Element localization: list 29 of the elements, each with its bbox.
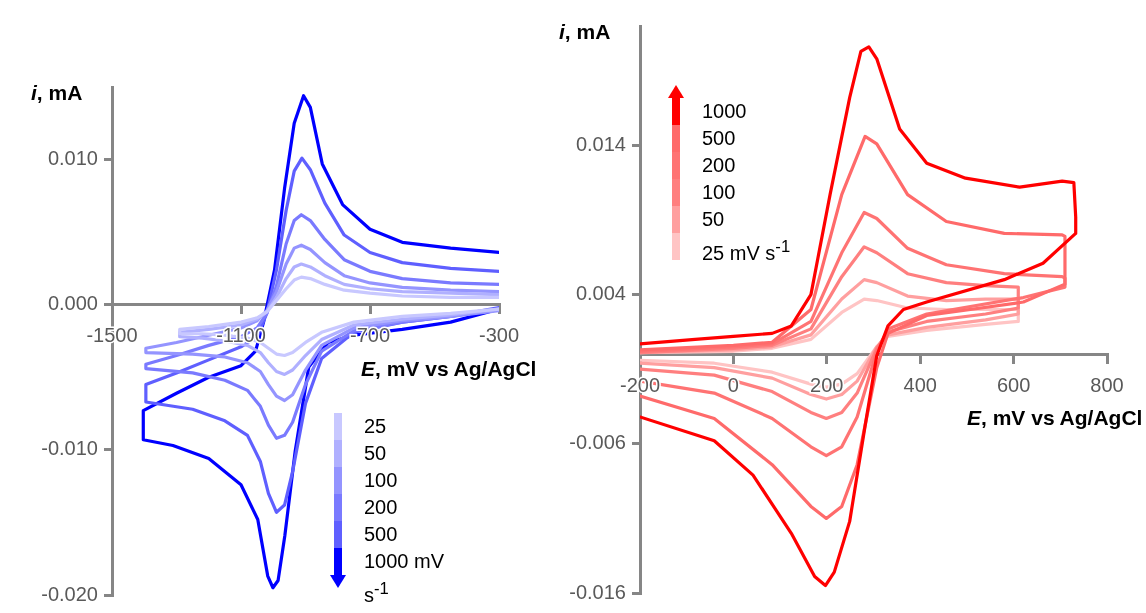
y-tick-label: -0.006: [569, 431, 626, 454]
legend-label: 50: [702, 207, 725, 232]
x-tick-label: 200: [810, 373, 844, 396]
legend-label: 1000 mV s$^{-1}$: [364, 549, 446, 608]
legend-label: 500: [702, 126, 736, 151]
legend-label: 100: [364, 468, 399, 493]
legend-label: 50: [364, 441, 388, 466]
legend-label: 25 mV s$^{-1}$: [702, 236, 791, 266]
legend-label: 1000: [702, 99, 747, 124]
y-axis-title: i, mA: [31, 81, 83, 105]
legend-label: 200: [364, 495, 399, 520]
y-tick-label: 0.004: [575, 282, 626, 305]
y-tick-label: 0.014: [575, 132, 626, 155]
legend-label: 200: [702, 153, 736, 178]
x-tick-label: -300: [478, 324, 520, 347]
y-tick-label: -0.020: [41, 582, 98, 605]
x-tick-label: 400: [903, 373, 937, 396]
y-tick-label: 0.000: [47, 292, 98, 315]
x-tick-label: 600: [996, 373, 1031, 396]
legend-label: 500: [364, 522, 399, 547]
y-tick-label: -0.016: [569, 580, 626, 603]
x-tick-label: 800: [1090, 373, 1124, 396]
y-axis-title: i, mA: [559, 20, 611, 44]
x-axis-title: E, mV vs Ag/AgCl: [361, 356, 537, 381]
y-tick-label: -0.010: [41, 437, 98, 460]
legend-label: 100: [702, 180, 736, 205]
x-axis-title: E, mV vs Ag/AgCl: [967, 406, 1143, 431]
legend-label: 25: [364, 414, 388, 439]
y-tick-label: 0.010: [47, 147, 98, 170]
